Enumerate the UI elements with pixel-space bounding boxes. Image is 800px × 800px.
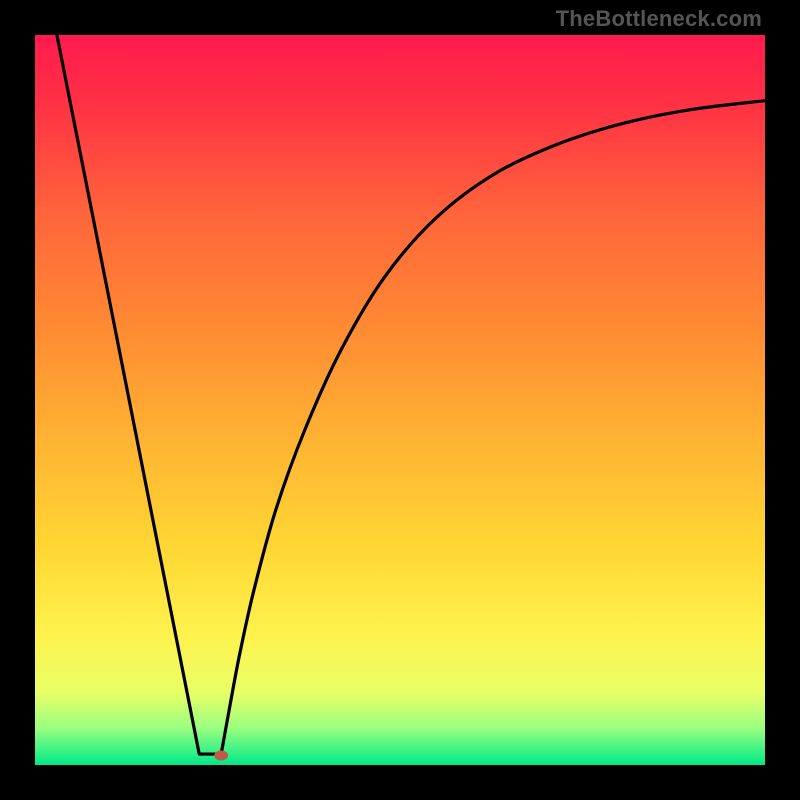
minimum-marker	[214, 751, 228, 761]
bottleneck-curve	[35, 35, 765, 765]
watermark-text: TheBottleneck.com	[556, 6, 762, 32]
plot-area	[35, 35, 765, 765]
chart-frame: TheBottleneck.com	[0, 0, 800, 800]
